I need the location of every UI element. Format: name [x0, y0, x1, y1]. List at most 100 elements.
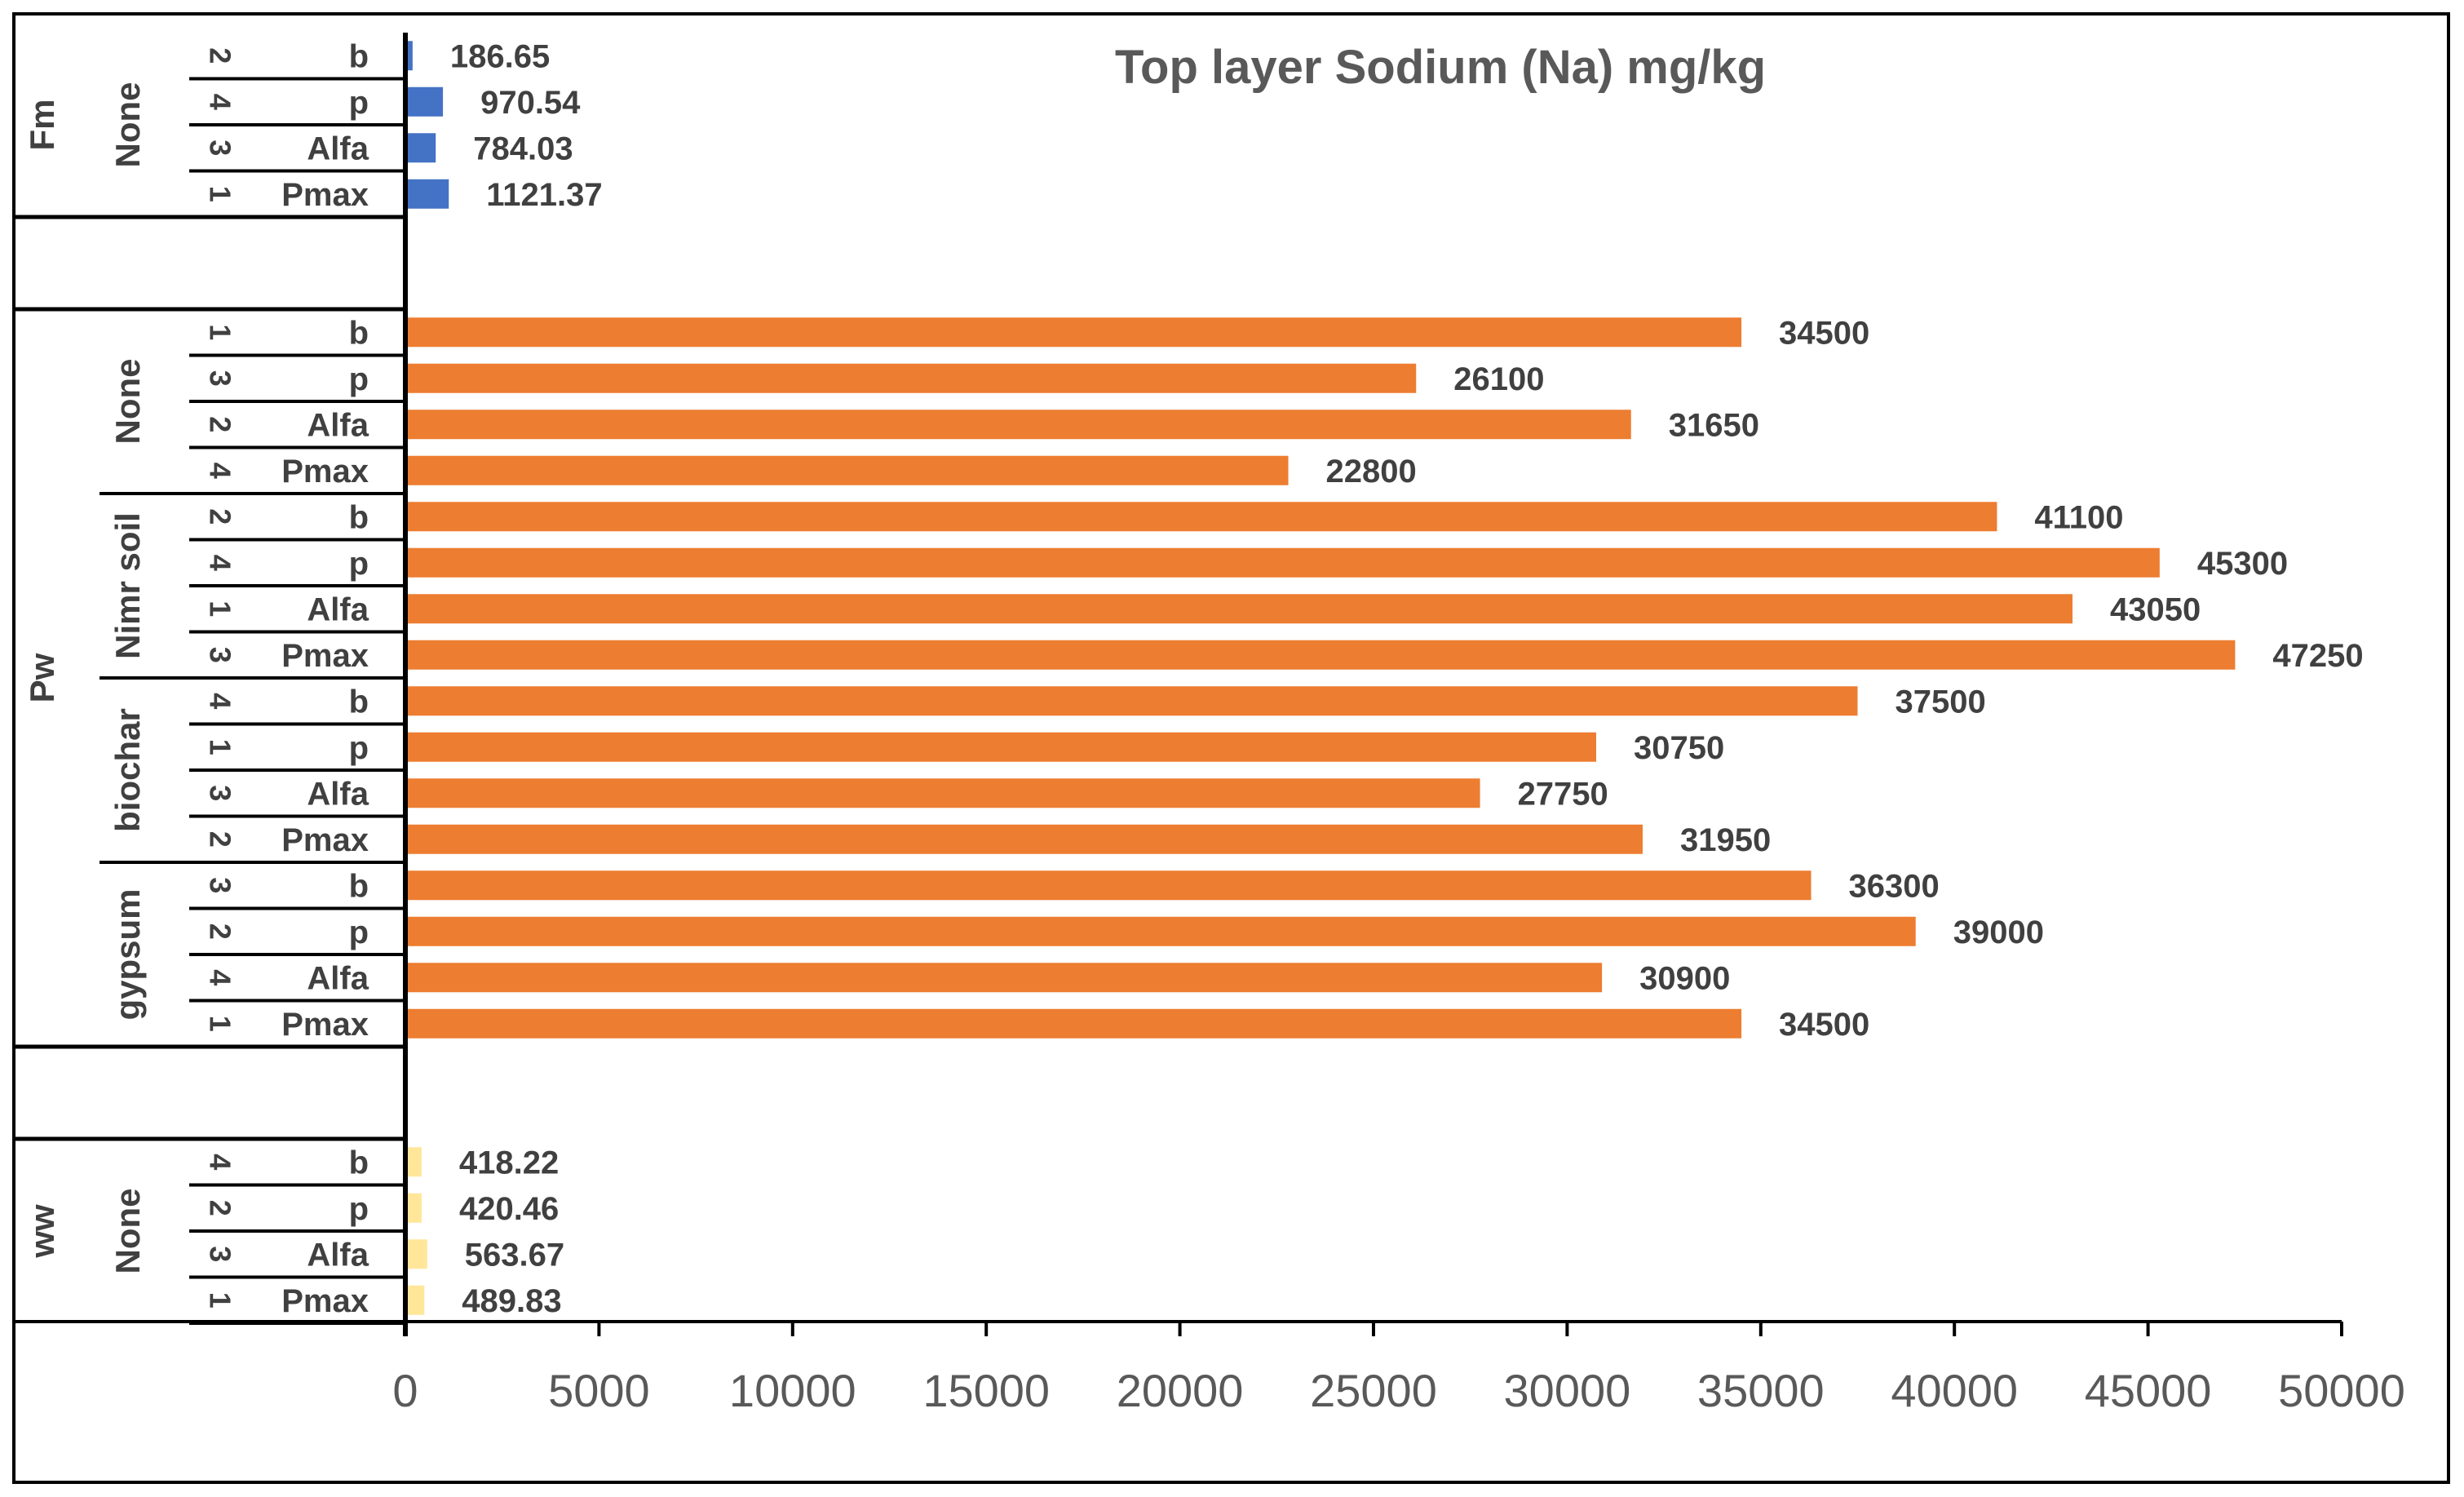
- data-label: 489.83: [462, 1283, 561, 1319]
- replicate-label: 2: [203, 508, 237, 525]
- bar-pw-p: [405, 732, 1597, 762]
- data-label: 41100: [2034, 499, 2123, 535]
- category-label: Pmax: [281, 177, 369, 213]
- subgroup-label: biochar: [108, 708, 147, 832]
- replicate-label: 3: [203, 647, 237, 663]
- data-label: 970.54: [480, 85, 581, 121]
- category-label: b: [349, 38, 369, 74]
- category-label: Alfa: [307, 776, 369, 812]
- replicate-label: 1: [203, 324, 237, 340]
- bar-ww-alfa: [405, 1239, 427, 1269]
- replicate-label: 2: [203, 831, 237, 848]
- x-tick-label: 25000: [1310, 1365, 1437, 1416]
- bar-pw-b: [405, 502, 1997, 532]
- category-label: Alfa: [307, 131, 369, 166]
- replicate-label: 4: [203, 693, 237, 709]
- replicate-label: 1: [203, 186, 237, 202]
- category-label: Alfa: [307, 591, 369, 627]
- subgroup-label: None: [108, 359, 147, 445]
- bar-fm-alfa: [405, 133, 436, 163]
- data-label: 26100: [1453, 361, 1544, 397]
- category-label: Pmax: [281, 822, 369, 858]
- data-label: 27750: [1518, 776, 1608, 812]
- replicate-label: 3: [203, 1246, 237, 1262]
- bar-ww-p: [405, 1193, 422, 1223]
- category-label: Alfa: [307, 1237, 369, 1273]
- category-label: Alfa: [307, 960, 369, 996]
- data-label: 45300: [2197, 546, 2288, 582]
- replicate-label: 1: [203, 1016, 237, 1032]
- category-label: Pmax: [281, 1283, 369, 1319]
- replicate-label: 2: [203, 47, 237, 64]
- category-label: p: [349, 85, 369, 121]
- data-label: 31950: [1680, 822, 1771, 858]
- bar-ww-pmax: [405, 1285, 425, 1315]
- data-label: 31650: [1669, 407, 1759, 443]
- bar-pw-pmax: [405, 1008, 1742, 1039]
- x-tick-label: 30000: [1504, 1365, 1631, 1416]
- replicate-label: 1: [203, 739, 237, 755]
- replicate-label: 1: [203, 1292, 237, 1309]
- category-label: p: [349, 361, 369, 397]
- bar-ww-b: [405, 1147, 422, 1177]
- bar-fm-pmax: [405, 179, 449, 209]
- bar-pw-b: [405, 317, 1742, 348]
- data-label: 1121.37: [486, 177, 602, 213]
- replicate-label: 2: [203, 416, 237, 432]
- bar-pw-pmax: [405, 640, 2236, 670]
- category-label: Pmax: [281, 454, 369, 489]
- bar-pw-alfa: [405, 410, 1631, 440]
- bar-pw-pmax: [405, 824, 1643, 854]
- category-label: p: [349, 730, 369, 766]
- subgroup-label: None: [108, 82, 147, 168]
- data-label: 563.67: [465, 1237, 564, 1273]
- x-tick-label: 40000: [1891, 1365, 2018, 1416]
- x-tick-label: 20000: [1117, 1365, 1244, 1416]
- data-label: 36300: [1849, 868, 1940, 904]
- data-label: 34500: [1779, 315, 1869, 351]
- x-tick-label: 15000: [922, 1365, 1050, 1416]
- data-label: 47250: [2272, 638, 2363, 674]
- category-label: b: [349, 868, 369, 904]
- category-label: p: [349, 915, 369, 950]
- replicate-label: 4: [203, 1154, 237, 1170]
- bar-fm-p: [405, 86, 444, 117]
- replicate-label: 3: [203, 140, 237, 156]
- subgroup-label: None: [108, 1189, 147, 1274]
- data-label: 30900: [1639, 960, 1730, 996]
- replicate-label: 4: [203, 555, 237, 571]
- category-label: b: [349, 1145, 369, 1180]
- data-label: 37500: [1896, 684, 1986, 720]
- chart-title: Top layer Sodium (Na) mg/kg: [1115, 41, 1766, 94]
- data-label: 30750: [1634, 730, 1724, 766]
- x-tick-label: 5000: [548, 1365, 650, 1416]
- category-label: b: [349, 499, 369, 535]
- replicate-label: 4: [203, 463, 237, 479]
- replicate-label: 1: [203, 600, 237, 617]
- x-tick-label: 35000: [1697, 1365, 1825, 1416]
- group-label: Fm: [23, 100, 61, 151]
- data-label: 43050: [2110, 591, 2201, 627]
- bar-pw-p: [405, 547, 2160, 578]
- bar-pw-alfa: [405, 778, 1480, 808]
- data-label: 420.46: [459, 1191, 559, 1227]
- data-label: 34500: [1779, 1007, 1869, 1043]
- data-label: 418.22: [459, 1145, 559, 1180]
- bar-pw-b: [405, 870, 1812, 901]
- replicate-label: 4: [203, 969, 237, 985]
- replicate-label: 2: [203, 923, 237, 940]
- bar-pw-b: [405, 686, 1858, 716]
- replicate-label: 4: [203, 94, 237, 110]
- category-label: b: [349, 315, 369, 351]
- bar-pw-alfa: [405, 594, 2073, 624]
- category-label: Pmax: [281, 638, 369, 674]
- data-label: 39000: [1953, 915, 2044, 950]
- data-label: 784.03: [473, 131, 573, 166]
- data-label: 22800: [1326, 454, 1417, 489]
- bar-pw-alfa: [405, 963, 1603, 993]
- bar-pw-p: [405, 363, 1417, 393]
- x-tick-label: 45000: [2085, 1365, 2212, 1416]
- replicate-label: 3: [203, 370, 237, 387]
- subgroup-label: gypsum: [108, 888, 147, 1020]
